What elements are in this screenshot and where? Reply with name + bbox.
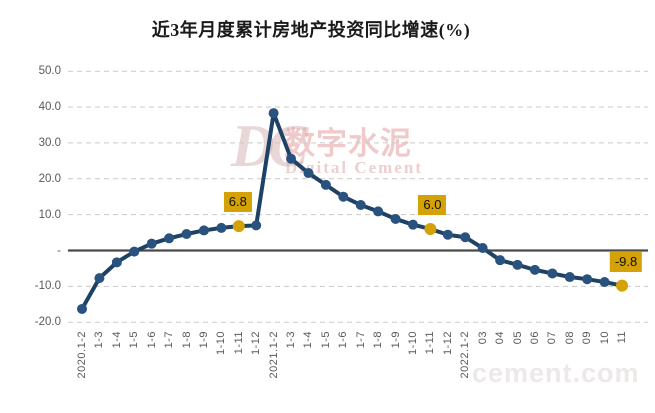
- data-point-marker: [129, 246, 140, 257]
- x-axis-tick-label: 1-3: [285, 331, 298, 349]
- data-point-marker: [512, 259, 523, 270]
- x-axis-tick-label: 04: [494, 331, 507, 345]
- data-label-callout: -9.8: [609, 251, 643, 272]
- y-axis-tick-label: 40.0: [38, 101, 61, 114]
- x-axis-tick-label: 1-9: [197, 331, 210, 349]
- highlighted-data-point-marker: [424, 222, 437, 235]
- x-axis-tick-label: 08: [563, 331, 576, 345]
- data-point-marker: [164, 233, 175, 244]
- data-point-marker: [407, 219, 418, 230]
- x-axis-tick-label: 09: [581, 331, 594, 345]
- x-axis-tick-label: 2021.1-2: [267, 331, 280, 379]
- chart-title: 近3年月度累计房地产投资同比增速(%): [151, 20, 471, 40]
- x-axis-tick-label: 1-7: [354, 331, 367, 349]
- data-point-marker: [251, 220, 262, 231]
- x-axis-tick-label: 1-10: [215, 331, 228, 356]
- y-axis-tick-label: 20.0: [38, 172, 61, 185]
- data-point-marker: [181, 229, 192, 240]
- data-point-marker: [286, 153, 297, 164]
- data-point-marker: [599, 277, 610, 288]
- x-axis-tick-label: 10: [598, 331, 611, 345]
- x-axis-tick-label: 1-6: [337, 331, 350, 349]
- y-axis-tick-label: 30.0: [38, 136, 61, 149]
- x-axis-tick-label: 2022.1-2: [459, 331, 472, 379]
- data-point-marker: [373, 206, 384, 217]
- data-point-marker: [111, 257, 122, 268]
- x-axis-tick-label: 1-10: [406, 331, 419, 356]
- data-label-callout: 6.0: [418, 194, 447, 215]
- data-label-callout: 6.8: [223, 192, 252, 213]
- x-axis-tick-label: 1-11: [424, 331, 437, 355]
- data-point-marker: [547, 268, 558, 279]
- x-axis-tick-label: 1-8: [180, 331, 193, 349]
- data-point-marker: [529, 264, 540, 275]
- data-point-marker: [338, 191, 349, 202]
- y-axis-tick-label: 50.0: [38, 65, 61, 78]
- data-point-marker: [77, 303, 87, 314]
- highlighted-data-point-marker: [232, 220, 245, 233]
- data-point-marker: [495, 255, 506, 266]
- x-axis-tick-label: 1-6: [145, 331, 158, 349]
- y-axis-tick-label: -: [57, 244, 61, 257]
- x-axis-tick-label: 1-11: [232, 331, 245, 355]
- x-axis-tick-label: 1-7: [163, 331, 176, 349]
- data-point-marker: [477, 242, 488, 253]
- x-axis-tick-label: 1-4: [110, 331, 123, 349]
- y-axis-tick-label: -20.0: [34, 316, 61, 329]
- trend-line: [80, 111, 625, 311]
- data-point-marker: [146, 238, 157, 249]
- data-point-marker: [582, 274, 593, 285]
- data-point-marker: [198, 225, 209, 236]
- data-point-marker: [303, 168, 314, 179]
- x-axis-tick-label: 1-12: [441, 331, 454, 356]
- data-point-marker: [564, 272, 575, 283]
- x-axis-tick-label: 1-12: [250, 331, 263, 356]
- x-axis-tick-label: 03: [476, 331, 489, 345]
- x-axis-tick-label: 1-4: [302, 331, 315, 349]
- y-axis-tick-label: -10.0: [34, 280, 61, 293]
- x-axis-tick-label: 1-9: [389, 331, 402, 349]
- x-axis-tick-label: 1-5: [319, 331, 332, 349]
- x-axis-tick-label: 1-5: [128, 331, 141, 349]
- x-axis-tick-label: 1-3: [93, 331, 106, 349]
- data-point-marker: [442, 229, 453, 240]
- x-axis-tick-label: 06: [528, 331, 541, 345]
- data-point-marker: [94, 273, 105, 284]
- data-point-marker: [390, 213, 401, 224]
- data-point-marker: [355, 199, 366, 210]
- data-point-marker: [460, 232, 471, 243]
- data-point-marker: [320, 179, 331, 190]
- highlighted-data-point-marker: [616, 279, 629, 292]
- x-axis-tick-label: 05: [511, 331, 524, 345]
- data-point-marker: [268, 108, 279, 119]
- data-point-marker: [216, 222, 227, 233]
- x-axis-tick-label: 07: [546, 331, 559, 345]
- x-axis-tick-label: 11: [616, 331, 629, 344]
- y-axis-tick-label: 10.0: [38, 208, 61, 221]
- x-axis-tick-label: 2020.1-2: [76, 331, 88, 379]
- x-axis-tick-label: 1-8: [372, 331, 385, 349]
